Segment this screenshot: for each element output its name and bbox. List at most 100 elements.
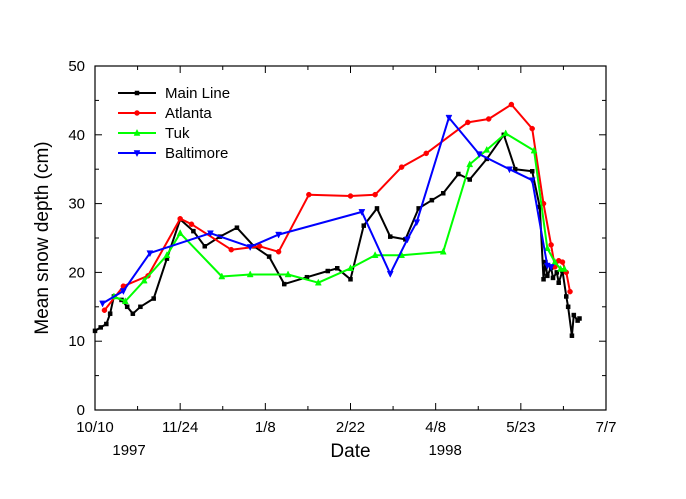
data-point-tuk	[466, 160, 474, 168]
data-point-tuk	[502, 129, 510, 137]
data-point-main-line	[151, 296, 156, 301]
data-point-tuk	[560, 264, 568, 272]
data-point-atlanta	[177, 215, 183, 222]
data-point-tuk	[284, 270, 292, 278]
x-tick-label: 1/8	[255, 419, 276, 436]
data-point-main-line	[202, 244, 208, 249]
data-point-main-line	[374, 206, 380, 211]
data-point-baltimore	[275, 231, 282, 239]
year-label: 1997	[112, 442, 145, 459]
x-tick-label: 7/7	[596, 419, 617, 436]
data-point-main-line	[348, 277, 353, 282]
data-point-tuk	[530, 146, 538, 154]
data-point-main-line	[92, 328, 98, 334]
data-point-baltimore	[119, 288, 127, 296]
data-point-main-line	[282, 281, 287, 287]
data-point-atlanta	[423, 150, 429, 157]
legend-marker-baltimore	[133, 150, 141, 158]
data-point-main-line	[361, 223, 366, 228]
data-point-main-line	[467, 177, 472, 182]
y-tick-label: 10	[68, 333, 85, 350]
data-point-atlanta	[275, 249, 282, 255]
data-point-tuk	[551, 258, 559, 265]
data-point-baltimore	[547, 264, 555, 271]
data-point-tuk	[371, 251, 379, 258]
data-point-baltimore	[358, 209, 366, 216]
data-point-baltimore	[445, 114, 453, 122]
x-tick-label: 2/22	[336, 419, 365, 436]
data-point-atlanta	[347, 193, 354, 199]
legend-label-baltimore: Baltimore	[165, 145, 228, 162]
data-point-tuk	[121, 297, 129, 305]
data-point-tuk	[543, 244, 551, 252]
data-point-baltimore	[146, 250, 154, 258]
data-point-atlanta	[228, 246, 235, 253]
data-point-tuk	[439, 247, 447, 255]
series-tuk	[110, 129, 568, 305]
data-point-atlanta	[188, 221, 195, 227]
data-point-main-line	[107, 311, 113, 316]
y-tick-label: 0	[77, 402, 85, 419]
series-line-baltimore	[102, 116, 552, 305]
x-axis-title: Date	[330, 441, 370, 462]
data-point-main-line	[429, 197, 435, 203]
data-point-tuk	[140, 276, 148, 284]
legend-marker-tuk	[133, 128, 141, 136]
legend: Main Line Atlanta Tuk Baltimore	[118, 85, 230, 162]
data-point-main-line	[456, 171, 461, 177]
data-point-main-line	[569, 333, 575, 338]
legend-marker-atlanta	[134, 110, 140, 116]
legend-label-tuk: Tuk	[165, 125, 190, 142]
y-tick-label: 30	[68, 196, 85, 213]
legend-label-atlanta: Atlanta	[165, 105, 212, 122]
data-point-main-line	[234, 225, 240, 230]
x-tick-label: 4/8	[425, 419, 446, 436]
data-point-atlanta	[372, 191, 378, 198]
data-point-main-line	[191, 228, 196, 234]
data-point-tuk	[347, 264, 354, 272]
data-point-baltimore	[413, 219, 421, 227]
data-point-main-line	[554, 270, 560, 275]
series-line-main-line	[94, 133, 581, 337]
data-point-tuk	[314, 278, 322, 286]
series-main-line	[92, 132, 582, 338]
data-point-main-line	[387, 234, 393, 239]
data-point-atlanta	[508, 101, 515, 108]
y-tick-label: 50	[68, 58, 85, 75]
data-point-atlanta	[548, 242, 554, 248]
data-point-main-line	[98, 325, 103, 330]
data-point-main-line	[545, 273, 550, 279]
data-point-main-line	[335, 266, 340, 271]
data-point-main-line	[565, 304, 571, 310]
data-point-tuk	[246, 270, 254, 278]
data-point-baltimore	[528, 177, 536, 185]
data-point-atlanta	[465, 119, 471, 126]
data-point-main-line	[130, 311, 136, 316]
data-point-main-line	[550, 275, 556, 281]
data-point-tuk	[176, 229, 184, 236]
data-point-baltimore	[99, 300, 106, 308]
data-point-baltimore	[403, 236, 411, 244]
data-point-main-line	[529, 169, 535, 174]
data-point-atlanta	[306, 191, 312, 198]
data-point-tuk	[163, 251, 171, 258]
data-point-atlanta	[101, 307, 108, 313]
y-tick-label: 40	[68, 127, 85, 144]
data-point-atlanta	[398, 164, 405, 170]
data-point-main-line	[104, 321, 109, 327]
year-label: 1998	[428, 442, 461, 459]
data-point-main-line	[325, 268, 331, 274]
data-point-atlanta	[485, 116, 492, 122]
data-point-atlanta	[567, 288, 573, 295]
data-point-main-line	[541, 277, 546, 282]
data-point-main-line	[556, 280, 561, 285]
y-axis-title: Mean snow depth (cm)	[32, 141, 53, 334]
data-point-main-line	[577, 316, 582, 321]
x-tick-label: 5/23	[506, 419, 535, 436]
data-point-main-line	[564, 294, 569, 299]
data-point-tuk	[218, 272, 226, 280]
data-point-tuk	[483, 145, 491, 153]
y-tick-label: 20	[68, 264, 85, 281]
data-point-atlanta	[529, 125, 535, 132]
